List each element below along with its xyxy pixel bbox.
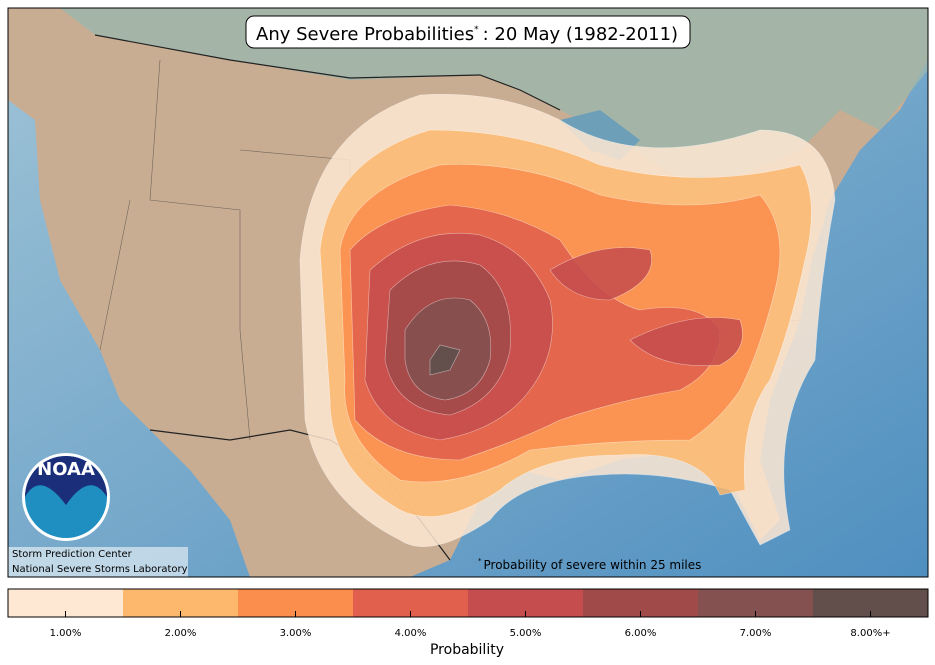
colorbar-tick-label: 7.00%: [740, 628, 772, 639]
colorbar-tick-label: 1.00%: [50, 628, 82, 639]
credit: Storm Prediction Center: [12, 549, 133, 560]
lakes: [560, 110, 720, 200]
credit: National Severe Storms Laboratory: [12, 564, 188, 575]
colorbar-tick-label: 3.00%: [280, 628, 312, 639]
probability-contours: [299, 93, 836, 547]
colorbar-tick-label: 4.00%: [395, 628, 427, 639]
title: Any Severe Probabilities*: 20 May (1982-…: [256, 24, 678, 45]
map: Any Severe Probabilities*: 20 May (1982-…: [8, 8, 928, 577]
colorbar-tick-label: 6.00%: [625, 628, 657, 639]
map-frame: [7, 7, 929, 578]
colorbar: 1.00% 2.00% 3.00% 4.00% 5.00% 6.00% 7.00% 8.00%…: [8, 589, 928, 639]
credit-box: [8, 547, 188, 577]
colorbar-frame: [7, 588, 929, 618]
footnote: * Probability of severe within 25 miles: [478, 557, 701, 572]
noaa-logo: NOAA: [22, 453, 110, 541]
colorbar-tick-label: 8.00%+: [850, 628, 890, 639]
title-box: [245, 15, 691, 49]
colorbar-tick-label: 2.00%: [165, 628, 197, 639]
colorbar-label: Probability: [430, 642, 504, 658]
colorbar-tick-label: 5.00%: [510, 628, 542, 639]
logo-text: NOAA: [37, 459, 95, 480]
